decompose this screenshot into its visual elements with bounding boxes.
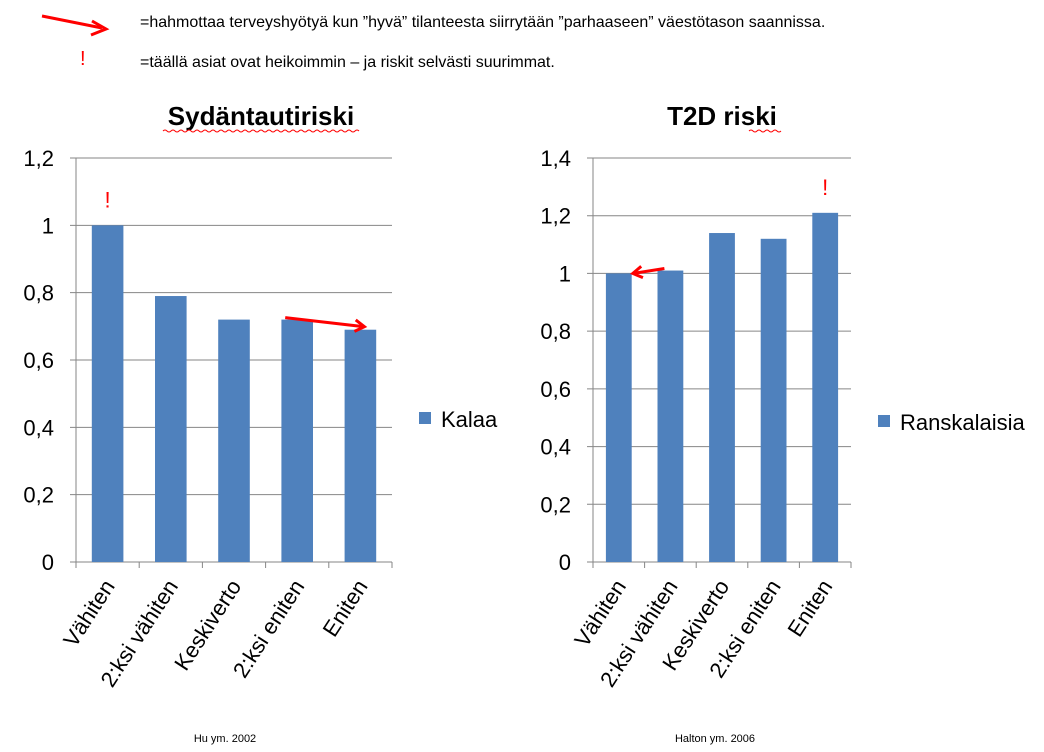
y-tick-label: 0,6	[23, 348, 54, 373]
y-tick-label: 0,8	[23, 281, 54, 306]
red-arrow-annotation	[285, 316, 368, 333]
y-tick-label: 1,4	[540, 146, 571, 171]
x-tick-label: Eniten	[782, 575, 837, 641]
source-note: Halton ym. 2006	[675, 733, 755, 745]
y-tick-label: 1,2	[540, 204, 571, 229]
y-tick-label: 0,8	[540, 319, 571, 344]
x-tick-label: Eniten	[318, 575, 373, 641]
header-arrow-row: =hahmottaa terveyshyötyä kun ”hyvä” tila…	[0, 13, 1044, 37]
title-spellcheck-underline	[748, 129, 782, 133]
bar	[91, 225, 124, 563]
y-tick-label: 0,6	[540, 377, 571, 402]
y-tick-label: 0,2	[540, 492, 571, 517]
exclaim-icon: !	[80, 48, 86, 70]
exclaim-marker: !	[822, 175, 828, 200]
chart-t2d-risk: T2D riski 00,20,40,60,811,21,4 Vähiten2:…	[540, 101, 1025, 745]
legend-label: Ranskalaisia	[900, 410, 1025, 435]
chart-title: Sydäntautiriski	[168, 101, 354, 131]
bar	[605, 273, 632, 562]
bar	[218, 319, 250, 562]
y-tick-label: 1,2	[23, 146, 54, 171]
chart-title: T2D riski	[667, 101, 777, 131]
y-tick-label: 1	[42, 213, 54, 238]
y-tick-label: 0,2	[23, 483, 54, 508]
bar	[709, 233, 735, 562]
y-tick-label: 0	[42, 550, 54, 575]
bar	[657, 270, 684, 562]
red-arrow-annotation	[629, 265, 665, 280]
bar	[812, 212, 839, 563]
chart-heart-risk: Sydäntautiriski 0 0,2 0,4 0,6 0,8 1 1,2 Vähite…	[23, 101, 498, 745]
header-exclaim-row: ! =täällä asiat ovat heikoimmin – ja ris…	[0, 49, 1044, 75]
exclaim-note: =täällä asiat ovat heikoimmin – ja riski…	[140, 54, 555, 71]
bar	[281, 319, 313, 562]
bar	[760, 238, 787, 563]
exclaim-marker: !	[105, 187, 111, 212]
y-tick-label: 0,4	[540, 435, 571, 460]
x-tick-label: Vähiten	[58, 575, 120, 651]
source-note: Hu ym. 2002	[194, 733, 256, 745]
bar	[155, 296, 187, 562]
red-arrow-icon	[41, 14, 110, 37]
legend-swatch	[878, 415, 890, 427]
y-tick-label: 0,4	[23, 415, 54, 440]
arrow-note: =hahmottaa terveyshyötyä kun ”hyvä” tila…	[140, 14, 826, 31]
title-spellcheck-underline	[162, 129, 360, 133]
y-tick-label: 1	[559, 261, 571, 286]
y-tick-label: 0	[559, 550, 571, 575]
legend-swatch	[419, 412, 431, 424]
bar	[344, 329, 377, 562]
legend-label: Kalaa	[441, 407, 498, 432]
